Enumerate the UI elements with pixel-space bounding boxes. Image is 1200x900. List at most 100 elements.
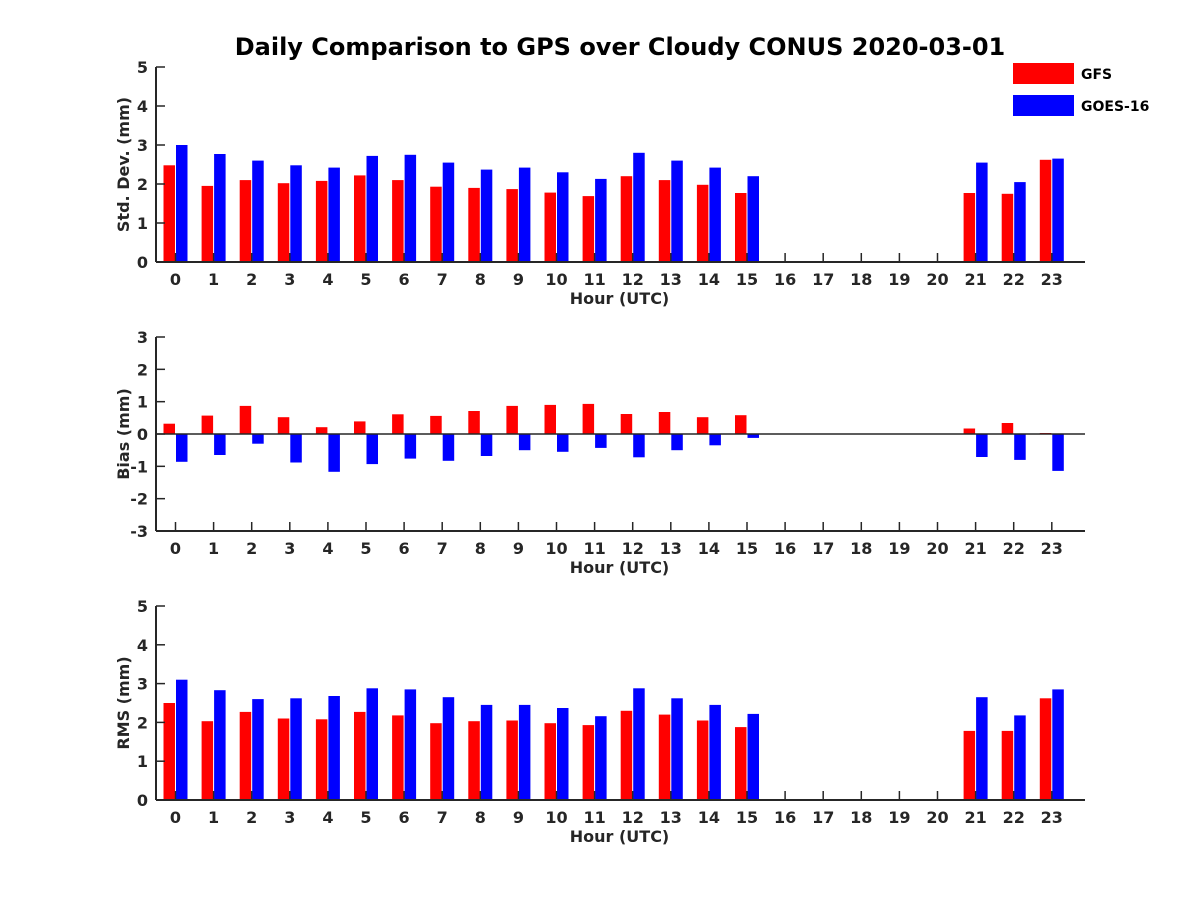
chart-title: Daily Comparison to GPS over Cloudy CONU…	[235, 33, 1006, 61]
bar-gfs-hour-12	[620, 710, 633, 800]
x-tick-label: 18	[850, 808, 872, 827]
bar-goes-16-hour-21	[976, 434, 988, 457]
x-tick-label: 2	[246, 270, 257, 289]
bar-gfs-hour-7	[430, 415, 442, 434]
x-tick-label: 0	[170, 539, 181, 558]
x-tick-label: 18	[850, 539, 872, 558]
bar-gfs-hour-1	[201, 721, 214, 800]
bar-gfs-hour-10	[544, 192, 556, 262]
x-tick-label: 22	[1003, 539, 1025, 558]
bar-gfs-hour-0	[163, 165, 175, 262]
y-tick-label: 5	[137, 58, 148, 77]
bar-goes-16-hour-15	[747, 434, 759, 438]
bar-gfs-hour-1	[201, 185, 214, 262]
x-tick-label: 5	[360, 808, 371, 827]
x-tick-label: 23	[1041, 270, 1063, 289]
x-tick-label: 7	[437, 808, 448, 827]
bar-gfs-hour-0	[163, 703, 175, 800]
bar-gfs-hour-13	[658, 412, 671, 434]
x-tick-label: 12	[622, 808, 644, 827]
x-tick-label: 14	[698, 539, 720, 558]
y-axis-label: Bias (mm)	[114, 388, 133, 480]
x-tick-label: 8	[475, 270, 486, 289]
bar-gfs-hour-21	[963, 193, 976, 262]
y-tick-label: 2	[137, 175, 148, 194]
bar-goes-16-hour-6	[404, 689, 417, 800]
bar-gfs-hour-4	[315, 719, 328, 800]
bar-goes-16-hour-7	[442, 162, 455, 262]
bar-gfs-hour-22	[1001, 423, 1014, 434]
x-tick-label: 21	[964, 539, 986, 558]
bar-gfs-hour-10	[544, 404, 556, 434]
bar-gfs-hour-14	[696, 184, 709, 262]
x-tick-label: 2	[246, 539, 257, 558]
legend-label: GFS	[1081, 67, 1112, 83]
bar-goes-16-hour-15	[747, 713, 759, 800]
x-tick-label: 23	[1041, 539, 1063, 558]
bar-goes-16-hour-22	[1014, 715, 1026, 800]
y-tick-label: 2	[137, 713, 148, 732]
x-tick-label: 6	[399, 539, 410, 558]
x-tick-label: 6	[399, 270, 410, 289]
x-tick-label: 0	[170, 270, 181, 289]
bar-gfs-hour-15	[735, 415, 747, 434]
bar-gfs-hour-8	[468, 187, 480, 262]
bar-gfs-hour-12	[620, 414, 633, 434]
y-tick-label: -3	[130, 522, 148, 541]
bar-goes-16-hour-11	[595, 178, 607, 262]
x-tick-label: 5	[360, 270, 371, 289]
bar-goes-16-hour-8	[480, 704, 493, 800]
x-axis-label: Hour (UTC)	[570, 558, 670, 577]
x-tick-label: 10	[545, 539, 567, 558]
bar-goes-16-hour-1	[214, 154, 226, 262]
bar-gfs-hour-3	[277, 183, 290, 262]
x-tick-label: 3	[284, 808, 295, 827]
bar-goes-16-hour-14	[709, 167, 721, 262]
y-tick-label: -2	[130, 490, 148, 509]
x-tick-label: 1	[208, 270, 219, 289]
bar-goes-16-hour-12	[633, 688, 645, 800]
x-tick-label: 12	[622, 270, 644, 289]
x-tick-label: 1	[208, 539, 219, 558]
x-tick-label: 9	[513, 270, 524, 289]
x-tick-label: 1	[208, 808, 219, 827]
x-tick-label: 20	[926, 808, 948, 827]
bar-goes-16-hour-13	[671, 698, 683, 800]
bar-goes-16-hour-9	[518, 167, 531, 262]
bar-goes-16-hour-7	[442, 697, 455, 800]
y-tick-label: 0	[137, 425, 148, 444]
bar-gfs-hour-1	[201, 415, 214, 434]
y-axis-label: Std. Dev. (mm)	[114, 97, 133, 232]
y-tick-label: 3	[137, 328, 148, 347]
x-tick-label: 2	[246, 808, 257, 827]
x-axis-label: Hour (UTC)	[570, 289, 670, 308]
bar-goes-16-hour-14	[709, 434, 721, 446]
bar-goes-16-hour-1	[214, 690, 226, 800]
bar-gfs-hour-22	[1001, 193, 1014, 263]
x-tick-label: 22	[1003, 270, 1025, 289]
bar-goes-16-hour-21	[976, 162, 988, 262]
bar-gfs-hour-11	[582, 403, 595, 434]
x-tick-label: 8	[475, 808, 486, 827]
bar-gfs-hour-15	[735, 727, 747, 800]
y-tick-label: 3	[137, 136, 148, 155]
bar-goes-16-hour-6	[404, 154, 417, 263]
x-tick-label: 20	[926, 270, 948, 289]
x-tick-label: 15	[736, 539, 758, 558]
bar-goes-16-hour-0	[176, 679, 188, 800]
x-tick-label: 11	[583, 808, 605, 827]
bar-gfs-hour-23	[1039, 159, 1052, 262]
bar-gfs-hour-9	[506, 189, 518, 262]
bar-goes-16-hour-5	[366, 688, 378, 800]
bar-goes-16-hour-2	[252, 699, 264, 800]
x-tick-label: 17	[812, 808, 834, 827]
bar-goes-16-hour-6	[404, 434, 417, 459]
x-tick-label: 16	[774, 539, 796, 558]
legend-swatch-gfs	[1013, 63, 1074, 84]
bar-gfs-hour-21	[963, 730, 976, 800]
bar-goes-16-hour-13	[671, 160, 683, 262]
bar-gfs-hour-11	[582, 196, 595, 262]
x-tick-label: 6	[399, 808, 410, 827]
x-tick-label: 8	[475, 539, 486, 558]
